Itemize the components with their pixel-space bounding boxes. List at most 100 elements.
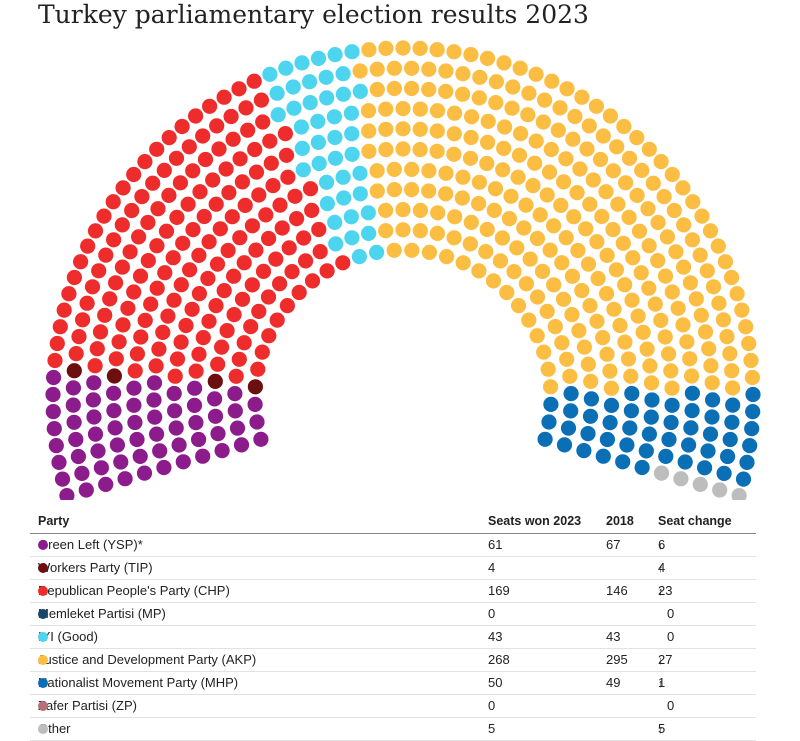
seat [255, 114, 271, 130]
seat [605, 222, 621, 238]
seat [173, 334, 189, 350]
seat [744, 421, 760, 437]
table-row: Memleket Partisi (MP) 0 0 [30, 603, 756, 626]
seat [615, 235, 631, 251]
party-color-dot [38, 701, 48, 711]
seats-2018-cell: 146 [606, 583, 628, 598]
seat [621, 209, 637, 225]
seats-2023-cell: 5 [488, 721, 496, 736]
seat [684, 368, 700, 384]
seat [79, 295, 95, 311]
seat [675, 180, 691, 196]
seat [412, 142, 428, 158]
seat [501, 211, 517, 227]
seat [149, 141, 165, 157]
seat [555, 291, 572, 307]
seat [679, 334, 695, 350]
seat [352, 165, 368, 181]
seat [51, 454, 67, 470]
seat [166, 385, 182, 402]
seat [260, 289, 277, 305]
seat [237, 197, 253, 213]
seat [45, 386, 61, 403]
seat [226, 268, 242, 284]
seat [253, 431, 269, 447]
seat [455, 169, 471, 185]
seat [641, 238, 657, 254]
seat [720, 448, 736, 465]
seat [218, 161, 234, 177]
party-name: Nationalist Movement Party (MHP) [38, 675, 239, 690]
seat [581, 118, 597, 134]
seat [590, 270, 606, 287]
seat [78, 482, 94, 498]
seat [65, 397, 81, 413]
seat [532, 207, 548, 223]
seat [559, 81, 575, 97]
seat [536, 344, 552, 360]
seat [704, 409, 720, 425]
seat [196, 208, 212, 225]
party-cell: Nationalist Movement Party (MHP) [38, 675, 238, 690]
seat [520, 107, 536, 123]
seat [310, 50, 327, 66]
seat [699, 263, 715, 279]
seats-2023-cell: 0 [488, 606, 496, 621]
seat [537, 92, 553, 108]
seat [630, 308, 646, 324]
seat [488, 74, 504, 90]
seat [361, 143, 377, 159]
seat [694, 208, 710, 224]
table-row: Workers Party (TIP) 4 ↑ 4 [30, 557, 756, 580]
seat [578, 221, 594, 237]
seat [191, 247, 207, 263]
seat [738, 319, 754, 335]
seat [412, 101, 428, 117]
seat [319, 90, 335, 106]
seat [518, 197, 534, 213]
seat [395, 141, 411, 157]
seat [666, 202, 682, 219]
seat [251, 187, 267, 203]
party-color-dot [38, 563, 48, 573]
seat [566, 209, 582, 225]
seat [106, 385, 122, 401]
seat [188, 108, 204, 124]
seat [173, 277, 189, 293]
seat [395, 202, 411, 218]
seat [91, 263, 107, 279]
seat [685, 194, 701, 210]
seat [327, 214, 343, 230]
seat [624, 292, 640, 308]
seat [603, 380, 620, 396]
seat [246, 73, 262, 89]
seat [236, 255, 252, 271]
seat [725, 380, 741, 396]
seat [289, 211, 305, 227]
seat [565, 131, 581, 147]
seat [236, 335, 252, 351]
seat [592, 151, 609, 168]
seat [59, 488, 75, 500]
seat [54, 471, 71, 487]
seat [209, 256, 226, 272]
seat [335, 66, 351, 82]
seat [525, 178, 541, 194]
seat [574, 283, 590, 299]
seat-change-value: 27 [658, 652, 673, 667]
seat [150, 201, 166, 217]
table-row: IYI (Good) 43 43 0 [30, 626, 756, 649]
seat [250, 361, 266, 377]
seat [65, 380, 81, 396]
party-cell: IYI (Good) [38, 629, 98, 644]
seat [96, 208, 112, 224]
seat [505, 79, 521, 95]
seat [220, 242, 236, 259]
seat [664, 397, 680, 413]
seat [149, 426, 165, 442]
seat [87, 223, 104, 239]
seat [705, 392, 721, 408]
seat [227, 386, 243, 402]
seat [641, 280, 657, 296]
seat-change-cell: ↑ 4 [658, 560, 665, 575]
